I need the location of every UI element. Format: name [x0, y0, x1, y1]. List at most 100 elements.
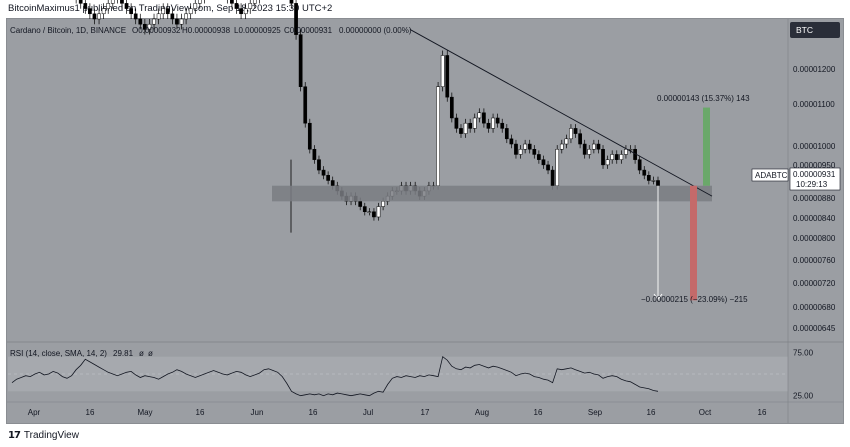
- support-zone: [272, 185, 712, 202]
- descending-trendline: [409, 29, 713, 197]
- candle-body: [289, 0, 294, 4]
- price-axis-tick: 0.00000800: [793, 234, 836, 243]
- candle-body: [88, 8, 92, 15]
- candle-body: [454, 117, 459, 129]
- candle-body: [230, 0, 234, 4]
- short-target-bar: [690, 185, 697, 301]
- candle-body: [188, 8, 193, 15]
- candle-body: [252, 0, 257, 4]
- candle-body: [326, 175, 330, 181]
- ohlc-low: L0.00000925: [234, 26, 281, 35]
- candle-body: [582, 143, 587, 155]
- candle-body: [509, 138, 514, 145]
- candle-body: [170, 13, 175, 20]
- candle-body: [321, 169, 326, 176]
- candle-body: [596, 143, 601, 150]
- current-price-value: 0.00000931: [793, 170, 836, 179]
- time-axis-tick: 16: [758, 408, 767, 417]
- candle-body: [614, 154, 619, 160]
- long-target-bar: [703, 107, 710, 186]
- price-axis-tick: 0.00000840: [793, 214, 836, 223]
- current-price-tag: [789, 167, 841, 191]
- candle-body: [559, 143, 564, 150]
- rsi-line: [11, 356, 659, 397]
- rsi-axis-tick: 25.00: [793, 392, 814, 401]
- candle-body: [179, 18, 184, 25]
- tradingview-footer[interactable]: 17 TradingView: [8, 430, 79, 441]
- rsi-layer: [8, 356, 788, 397]
- candle-body: [486, 122, 491, 129]
- candle-body: [436, 86, 440, 186]
- symbol-legend: Cardano / Bitcoin, 1D, BINANCE: [10, 26, 126, 35]
- candle-body: [376, 206, 381, 218]
- candle-body: [651, 180, 656, 182]
- bar-countdown: 10:29:13: [796, 180, 828, 189]
- candle-body: [564, 138, 569, 145]
- candle-body: [472, 117, 477, 129]
- candle-body: [78, 0, 83, 4]
- candle-body: [175, 18, 179, 25]
- candle-body: [628, 148, 633, 151]
- time-axis-tick: May: [137, 408, 152, 417]
- candle-body: [110, 0, 115, 4]
- candle-body: [555, 148, 560, 186]
- time-axis-tick: Oct: [699, 408, 712, 417]
- candle-body: [156, 13, 161, 20]
- currency-badge-bg[interactable]: [790, 22, 840, 38]
- candle-body: [637, 159, 642, 171]
- candle-body: [463, 122, 468, 134]
- candle-body: [601, 148, 605, 166]
- candle-body: [243, 8, 248, 15]
- candle-body: [298, 34, 303, 87]
- currency-badge[interactable]: BTC: [796, 25, 813, 35]
- candle-body: [537, 154, 541, 160]
- price-axis-tick: 0.00000680: [793, 303, 836, 312]
- candle-body: [541, 159, 546, 166]
- candle-body: [101, 8, 106, 15]
- ohlc-change: 0.00000000 (0.00%): [339, 26, 412, 35]
- candle-body: [248, 3, 253, 9]
- time-axis-tick: Apr: [28, 408, 41, 417]
- candle-body: [569, 128, 573, 140]
- candle-body: [656, 180, 660, 186]
- candle-body: [147, 23, 152, 30]
- candle-body: [312, 148, 317, 160]
- tradingview-brand: TradingView: [23, 430, 79, 441]
- candle-body: [445, 55, 450, 98]
- candle-body: [92, 13, 97, 20]
- candle-body: [381, 201, 385, 207]
- rsi-legend-extra2: ø: [148, 349, 153, 358]
- price-axis-tick: 0.00000880: [793, 194, 836, 203]
- candle-body: [495, 117, 500, 124]
- candle-body: [120, 0, 124, 4]
- candle-body: [573, 128, 578, 134]
- price-axis-tick: 0.00000950: [793, 161, 836, 170]
- price-axis-tick: 0.00001200: [793, 65, 836, 74]
- chart-area[interactable]: [6, 18, 844, 424]
- candle-body: [532, 148, 537, 155]
- candle-body: [592, 143, 596, 150]
- short-target-label: −0.00000215 (−23.09%) −215: [641, 295, 748, 304]
- tradingview-logo-icon: 17: [8, 430, 21, 441]
- candle-body: [330, 180, 335, 186]
- candle-body: [491, 117, 495, 129]
- candle-body: [500, 122, 505, 129]
- candle-body: [165, 8, 170, 15]
- candle-body: [610, 154, 615, 160]
- candle-body: [133, 13, 138, 20]
- candle-body: [138, 18, 143, 25]
- price-axis-tick: 0.00001000: [793, 142, 836, 151]
- candle-body: [239, 8, 243, 15]
- price-axis-tick: 0.00000720: [793, 279, 836, 288]
- candle-body: [358, 201, 363, 207]
- time-axis-tick: 16: [309, 408, 318, 417]
- candle-body: [514, 143, 518, 155]
- ohlc-open: O0.00000932: [132, 26, 181, 35]
- overlay-layer: [272, 29, 713, 301]
- symbol-tag-text: ADABTC: [755, 171, 788, 180]
- publish-attribution: BitcoinMaximus1 published on TradingView…: [8, 3, 333, 14]
- candle-body: [106, 3, 111, 9]
- candle-body: [504, 128, 509, 140]
- candle-body: [161, 8, 166, 15]
